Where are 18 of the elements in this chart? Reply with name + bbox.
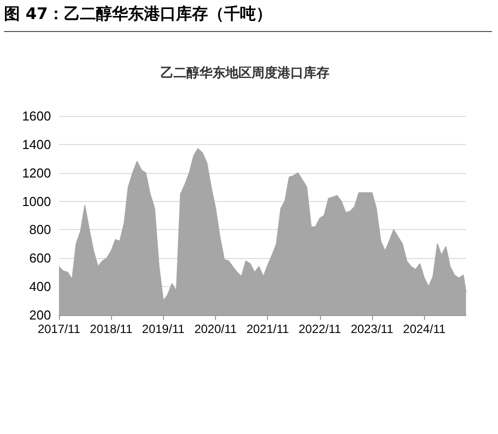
chart-title: 图 47：乙二醇华东港口库存（千吨） (4, 4, 492, 32)
y-tick-label: 800 (29, 222, 51, 238)
y-tick-label: 1400 (22, 136, 51, 152)
x-tick-label: 2018/11 (90, 322, 133, 336)
x-tick-label: 2022/11 (298, 322, 342, 336)
y-tick-label: 600 (29, 250, 51, 266)
y-tick-label: 1600 (22, 108, 51, 124)
y-tick-label: 200 (29, 308, 51, 322)
x-tick-label: 2019/11 (142, 322, 185, 336)
x-tick-label: 2017/11 (38, 322, 81, 336)
y-tick-label: 1200 (22, 165, 51, 180)
x-tick-label: 2021/11 (246, 322, 290, 336)
x-tick-label: 2024/11 (403, 322, 446, 336)
chart-subtitle: 乙二醇华东地区周度港口库存 (160, 65, 330, 81)
x-tick-label: 2020/11 (194, 322, 238, 336)
y-tick-label: 1000 (22, 194, 51, 209)
y-tick-label: 400 (29, 279, 51, 294)
x-tick-label: 2023/11 (350, 322, 394, 336)
